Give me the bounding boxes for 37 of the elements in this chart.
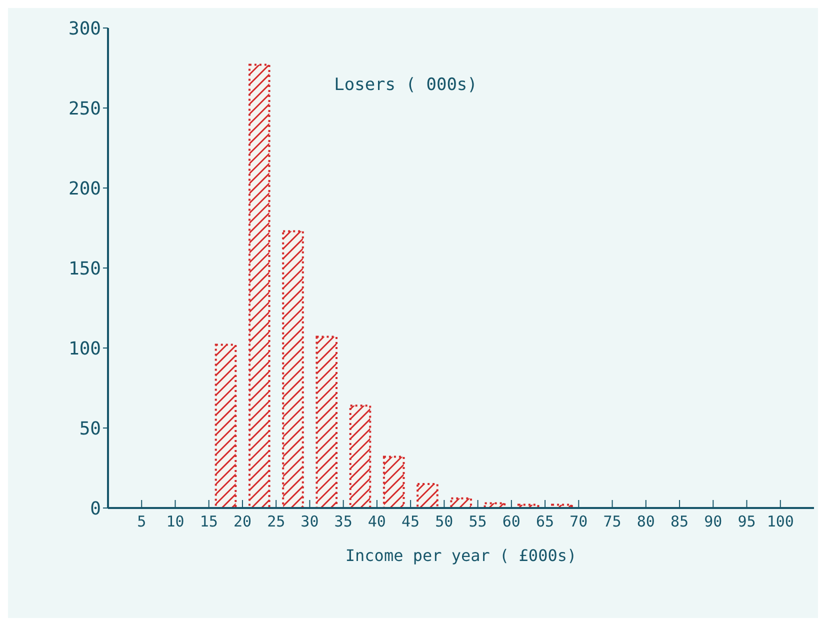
x-tick-label: 30 — [300, 512, 319, 531]
bar — [282, 230, 304, 508]
bar — [416, 483, 438, 508]
x-tick-label: 40 — [368, 512, 386, 531]
x-tick-label: 10 — [166, 512, 184, 531]
x-tick-label: 95 — [738, 512, 756, 531]
y-tick-label: 300 — [68, 18, 101, 40]
y-tick-label: 200 — [68, 178, 101, 200]
x-tick-label: 75 — [603, 512, 622, 531]
x-tick-label: 50 — [435, 512, 454, 531]
bar — [382, 456, 405, 508]
y-tick-label: 100 — [68, 338, 101, 360]
y-tick-label: 150 — [68, 258, 101, 280]
x-tick-label: 100 — [766, 512, 794, 531]
x-tick-label: 60 — [502, 512, 520, 531]
x-tick-label: 85 — [670, 512, 689, 531]
text: Losers ( 000s) — [334, 75, 478, 95]
bar — [349, 404, 372, 508]
x-tick-label: 65 — [536, 512, 554, 531]
x-tick-label: 80 — [636, 512, 655, 531]
bar — [248, 64, 270, 508]
x-tick-label: 90 — [704, 512, 722, 531]
x-tick-label: 55 — [468, 512, 487, 531]
x-axis-title: Income per year ( £000s) — [345, 546, 577, 565]
y-tick-label: 250 — [68, 98, 101, 120]
x-tick-label: 70 — [570, 512, 588, 531]
bar — [450, 497, 472, 508]
y-tick-label: 50 — [79, 418, 101, 440]
x-tick-label: 5 — [137, 512, 146, 531]
y-tick-label: 0 — [90, 498, 101, 520]
x-tick-label: 25 — [267, 512, 286, 531]
bar — [316, 336, 338, 508]
bar — [214, 344, 237, 508]
x-tick-label: 35 — [334, 512, 352, 531]
x-tick-label: 15 — [200, 512, 218, 531]
x-tick-label: 20 — [233, 512, 252, 531]
x-tick-label: 45 — [402, 512, 420, 531]
